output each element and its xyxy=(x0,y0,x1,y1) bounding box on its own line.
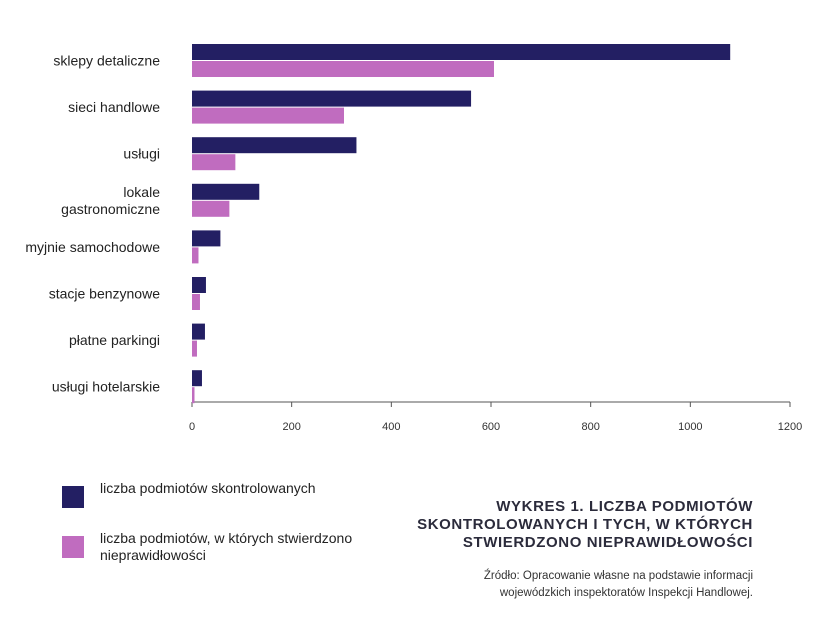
chart-title: WYKRES 1. LICZBA PODMIOTÓW SKONTROLOWANY… xyxy=(417,498,753,551)
category-label: płatne parkingi xyxy=(69,332,160,348)
legend-swatch-controlled xyxy=(62,486,84,508)
bar-controlled xyxy=(192,323,205,340)
legend-label-irregular: liczba podmiotów, w których stwierdzono … xyxy=(100,530,353,563)
x-tick-label: 400 xyxy=(382,421,400,433)
bar-controlled xyxy=(192,183,260,200)
bar-controlled xyxy=(192,90,472,107)
legend-label-controlled: liczba podmiotów skontrolowanych xyxy=(100,480,316,496)
legend-item-irregular: liczba podmiotów, w których stwierdzono … xyxy=(62,530,392,564)
x-tick-label: 1000 xyxy=(678,421,702,433)
bar-irregular xyxy=(192,247,199,264)
legend-item-controlled: liczba podmiotów skontrolowanych xyxy=(62,480,392,508)
legend: liczba podmiotów skontrolowanych liczba … xyxy=(62,480,392,586)
bar-controlled xyxy=(192,44,731,60)
bar-controlled xyxy=(192,137,357,154)
bar-irregular xyxy=(192,200,230,217)
category-label: sklepy detaliczne xyxy=(53,53,160,69)
chart-source: Źródło: Opracowanie własne na podstawie … xyxy=(483,570,753,599)
x-tick-label: 0 xyxy=(189,421,195,433)
x-tick-label: 200 xyxy=(282,421,300,433)
bar-chart: 0 200 400 600 800 1000 1200 sklepy detaliczne si… xyxy=(25,44,802,433)
category-label: myjnie samochodowe xyxy=(25,239,160,255)
category-label: sieci handlowe xyxy=(68,99,160,115)
category-label: lokale gastronomiczne xyxy=(61,184,160,217)
x-tick-label: 800 xyxy=(581,421,599,433)
bar-controlled xyxy=(192,370,202,387)
bar-irregular xyxy=(192,387,195,404)
x-tick-label: 600 xyxy=(482,421,500,433)
category-label: stacje benzynowe xyxy=(49,286,161,302)
bar-irregular xyxy=(192,61,494,77)
bar-irregular xyxy=(192,340,197,357)
caption-block: WYKRES 1. LICZBA PODMIOTÓW SKONTROLOWANY… xyxy=(373,498,753,602)
legend-swatch-irregular xyxy=(62,536,84,558)
x-tick-label: 1200 xyxy=(778,421,802,433)
bar-controlled xyxy=(192,277,206,293)
category-label: usługi xyxy=(123,146,160,162)
bar-irregular xyxy=(192,294,200,310)
bar-controlled xyxy=(192,230,221,247)
bar-irregular xyxy=(192,154,236,171)
category-label: usługi hotelarskie xyxy=(52,379,160,395)
bar-irregular xyxy=(192,107,344,124)
